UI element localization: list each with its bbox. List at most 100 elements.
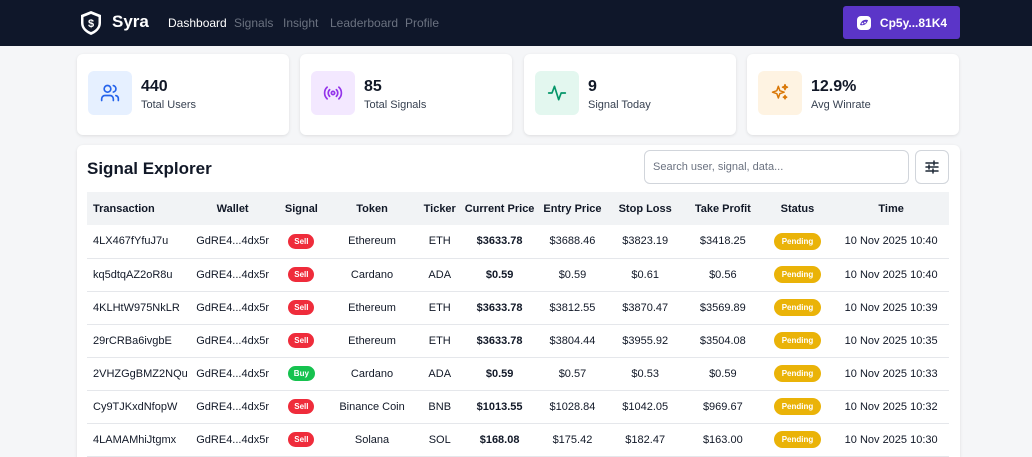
- current-price: $0.59: [485, 268, 514, 281]
- take-profit: $3418.25: [699, 235, 746, 248]
- broadcast-icon: [323, 86, 343, 100]
- entry-price: $0.59: [558, 268, 587, 281]
- status-badge: Pending: [773, 398, 822, 415]
- entry-price: $0.57: [558, 367, 587, 380]
- column-header[interactable]: Entry Price: [543, 202, 602, 215]
- activity-icon: [547, 85, 567, 101]
- svg-text:$: $: [88, 18, 94, 30]
- token-name: Binance Coin: [339, 400, 405, 413]
- time: 10 Nov 2025 10:40: [844, 235, 938, 248]
- column-header[interactable]: Status: [780, 202, 815, 215]
- stop-loss: $0.61: [631, 268, 659, 281]
- transaction-id[interactable]: 29rCRBa6ivgbE: [93, 334, 172, 347]
- signal-cell: Sell: [277, 225, 325, 258]
- broadcast-icon-box: [311, 71, 355, 115]
- time: 10 Nov 2025 10:35: [844, 334, 938, 347]
- ticker: ETH: [428, 235, 451, 248]
- stat-card-total-signals: 85 Total Signals: [300, 54, 512, 135]
- wallet-address[interactable]: GdRE4...4dx5r: [196, 334, 269, 347]
- take-profit: $163.00: [702, 433, 743, 446]
- nav-signals[interactable]: Signals: [234, 16, 274, 30]
- wallet-address[interactable]: GdRE4...4dx5r: [196, 268, 269, 281]
- sparkles-icon-box: [758, 71, 802, 115]
- time: 10 Nov 2025 10:32: [844, 400, 938, 413]
- wallet-address[interactable]: GdRE4...4dx5r: [196, 433, 269, 446]
- take-profit: $0.59: [709, 367, 737, 380]
- status-cell: Pending: [762, 357, 834, 390]
- table-row[interactable]: 4KLHtW975NkLR GdRE4...4dx5r Sell Ethereu…: [87, 291, 949, 324]
- shield-dollar-logo-icon[interactable]: $: [79, 10, 103, 36]
- status-badge: Pending: [773, 365, 822, 382]
- column-header[interactable]: Ticker: [423, 202, 456, 215]
- column-header[interactable]: Stop Loss: [618, 202, 672, 215]
- brand-name[interactable]: Syra: [112, 12, 149, 31]
- status-badge: Pending: [773, 299, 822, 316]
- nav-leaderboard[interactable]: Leaderboard: [330, 16, 399, 30]
- column-header[interactable]: Time: [878, 202, 904, 215]
- token-name: Ethereum: [348, 301, 396, 314]
- stat-label: Signal Today: [588, 99, 651, 111]
- activity-icon-box: [535, 71, 579, 115]
- stop-loss: $1042.05: [622, 400, 669, 413]
- wallet-address[interactable]: GdRE4...4dx5r: [196, 400, 269, 413]
- nav-dashboard[interactable]: Dashboard: [168, 16, 227, 30]
- sparkles-icon: [771, 83, 789, 100]
- current-price: $0.59: [485, 367, 514, 380]
- stop-loss: $0.53: [631, 367, 659, 380]
- signal-cell: Buy: [277, 357, 325, 390]
- current-price: $3633.78: [476, 334, 523, 347]
- ticker: ETH: [428, 301, 451, 314]
- table-header-row: Transaction Wallet Signal Token Ticker C…: [87, 192, 949, 225]
- entry-price: $3688.46: [549, 235, 596, 248]
- column-header[interactable]: Transaction: [93, 202, 155, 215]
- time: 10 Nov 2025 10:40: [844, 268, 938, 281]
- table-row[interactable]: Cy9TJKxdNfopW GdRE4...4dx5r Sell Binance…: [87, 390, 949, 423]
- ticker: ADA: [428, 367, 452, 380]
- transaction-id[interactable]: 2VHZGgBMZ2NQu: [93, 367, 188, 380]
- search-input[interactable]: [644, 150, 909, 184]
- stat-value: 440: [141, 78, 168, 95]
- filter-button[interactable]: [915, 150, 949, 184]
- table-row[interactable]: 2VHZGgBMZ2NQu GdRE4...4dx5r Buy Cardano …: [87, 357, 949, 390]
- transaction-id[interactable]: 4KLHtW975NkLR: [93, 301, 180, 314]
- column-header[interactable]: Current Price: [464, 202, 535, 215]
- status-badge: Pending: [773, 266, 822, 283]
- signal-cell: Sell: [277, 258, 325, 291]
- top-navbar: $ Syra Dashboard Signals Insight Leaderb…: [0, 0, 1032, 46]
- wallet-address[interactable]: GdRE4...4dx5r: [196, 301, 269, 314]
- transaction-id[interactable]: Cy9TJKxdNfopW: [93, 400, 178, 413]
- stat-card-avg-winrate: 12.9% Avg Winrate: [747, 54, 959, 135]
- ticker: SOL: [428, 433, 451, 446]
- signal-badge: Sell: [288, 333, 315, 348]
- transaction-id[interactable]: 4LAMAMhiJtgmx: [93, 433, 177, 446]
- column-header[interactable]: Wallet: [216, 202, 249, 215]
- table-row[interactable]: 29rCRBa6ivgbE GdRE4...4dx5r Sell Ethereu…: [87, 324, 949, 357]
- signal-cell: Sell: [277, 423, 325, 456]
- take-profit: $3569.89: [699, 301, 746, 314]
- nav-insight[interactable]: Insight: [283, 16, 319, 30]
- signal-badge: Sell: [288, 399, 315, 414]
- transaction-id[interactable]: kq5dtqAZ2oR8u: [93, 268, 173, 281]
- transaction-id[interactable]: 4LX467fYfuJ7u: [93, 235, 169, 248]
- stop-loss: $3955.92: [622, 334, 669, 347]
- token-name: Cardano: [350, 367, 394, 380]
- take-profit: $0.56: [709, 268, 737, 281]
- status-cell: Pending: [762, 258, 834, 291]
- status-cell: Pending: [762, 225, 834, 258]
- signal-badge: Sell: [288, 300, 315, 315]
- wallet-address[interactable]: GdRE4...4dx5r: [196, 367, 269, 380]
- column-header[interactable]: Take Profit: [694, 202, 751, 215]
- column-header[interactable]: Token: [356, 202, 388, 215]
- section-title: Signal Explorer: [87, 159, 212, 178]
- stat-value: 85: [364, 78, 382, 95]
- table-row[interactable]: 4LAMAMhiJtgmx GdRE4...4dx5r Sell Solana …: [87, 423, 949, 456]
- signal-badge: Sell: [288, 233, 315, 249]
- wallet-address[interactable]: GdRE4...4dx5r: [196, 235, 269, 248]
- table-row[interactable]: 4LX467fYfuJ7u GdRE4...4dx5r Sell Ethereu…: [87, 225, 949, 258]
- table-row[interactable]: kq5dtqAZ2oR8u GdRE4...4dx5r Sell Cardano…: [87, 258, 949, 291]
- token-name: Ethereum: [348, 235, 396, 248]
- column-header[interactable]: Signal: [284, 202, 318, 215]
- nav-profile[interactable]: Profile: [405, 16, 440, 30]
- wallet-button[interactable]: Cp5y...81K4: [843, 6, 960, 39]
- users-icon-box: [88, 71, 132, 115]
